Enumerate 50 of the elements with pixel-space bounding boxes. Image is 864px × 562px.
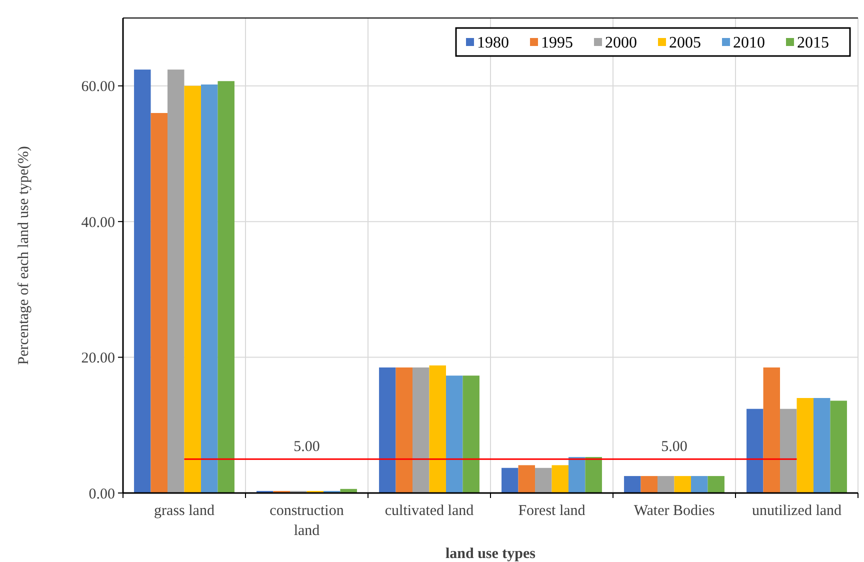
- y-tick-label: 20.00: [81, 350, 115, 367]
- y-tick-label: 60.00: [81, 79, 115, 96]
- bar: [708, 476, 724, 493]
- data-label: 5.00: [294, 439, 320, 456]
- bar: [412, 367, 430, 493]
- bar: [796, 398, 814, 493]
- legend-label: 1995: [541, 34, 573, 52]
- bar: [674, 476, 691, 493]
- bar: [396, 367, 413, 493]
- bar: [568, 457, 586, 493]
- data-label: 5.00: [661, 439, 688, 456]
- x-tick-label: unutilized land: [752, 503, 842, 519]
- bar: [813, 398, 830, 493]
- x-tick-label: construction land: [270, 503, 344, 539]
- bar: [763, 367, 780, 493]
- bar: [429, 365, 446, 493]
- bar: [462, 376, 480, 493]
- legend-label: 2005: [669, 34, 701, 52]
- y-tick-label: 0.00: [88, 486, 115, 502]
- bar: [535, 468, 552, 493]
- legend-label: 2000: [605, 34, 637, 52]
- bar: [690, 476, 708, 493]
- bar: [218, 81, 234, 493]
- bar: [640, 476, 658, 493]
- x-tick-label: Water Bodies: [634, 503, 715, 519]
- bar: [184, 86, 201, 493]
- bar: [379, 367, 396, 493]
- y-tick-label: 40.00: [81, 214, 115, 231]
- x-axis-title: land use types: [445, 546, 536, 562]
- bar: [168, 70, 184, 493]
- bar: [830, 400, 847, 493]
- bar: [518, 465, 536, 493]
- bar: [200, 84, 218, 493]
- bar: [746, 408, 764, 493]
- bar: [624, 476, 641, 493]
- bar: [502, 468, 518, 493]
- bar: [585, 457, 602, 493]
- legend-label: 2010: [733, 34, 765, 52]
- legend-label: 2015: [797, 34, 829, 52]
- x-tick-label: cultivated land: [384, 503, 474, 519]
- bar: [134, 70, 151, 493]
- bar: [150, 113, 168, 493]
- bar: [658, 476, 674, 493]
- x-tick-label: Forest land: [518, 503, 586, 519]
- bar: [446, 376, 463, 493]
- x-tick-label: grass land: [154, 503, 215, 519]
- bar: [780, 408, 797, 493]
- bar: [552, 465, 568, 493]
- y-axis-title: Percentage of each land use type(%): [16, 146, 32, 365]
- legend-label: 1980: [477, 34, 509, 52]
